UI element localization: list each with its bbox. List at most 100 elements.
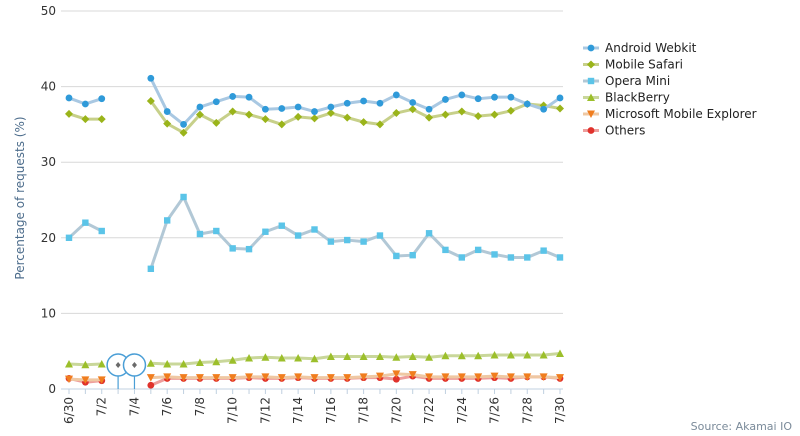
data-point (147, 265, 155, 272)
x-tick-label: 7/20 (389, 397, 403, 424)
legend-item[interactable]: Opera Mini (583, 74, 670, 88)
data-point (180, 193, 187, 201)
x-tick-label: 7/4 (127, 397, 141, 416)
data-point (294, 232, 302, 239)
legend-item[interactable]: Microsoft Mobile Explorer (583, 107, 757, 121)
data-point (65, 94, 73, 102)
data-point (556, 254, 564, 261)
data-point (245, 373, 254, 381)
data-point (147, 74, 155, 82)
data-point (343, 113, 352, 122)
data-point (376, 99, 384, 107)
data-point (81, 376, 90, 384)
data-point (506, 350, 515, 359)
data-point (458, 254, 465, 261)
data-point (408, 352, 417, 360)
data-point (457, 107, 466, 116)
data-point (65, 375, 73, 384)
data-point (359, 373, 368, 381)
data-point (294, 373, 303, 381)
data-point (491, 93, 498, 101)
data-point (195, 374, 204, 382)
data-point (344, 236, 351, 244)
data-point (228, 356, 237, 364)
flag-marker[interactable] (122, 353, 147, 389)
data-point (327, 238, 335, 245)
data-point (245, 245, 253, 253)
data-point (425, 113, 434, 122)
data-point (212, 357, 221, 366)
data-point (294, 354, 303, 362)
legend-item[interactable]: Android Webkit (583, 41, 697, 55)
data-point (540, 247, 547, 254)
data-point (425, 230, 433, 237)
legend-marker (587, 127, 595, 134)
legend-label: Others (605, 124, 645, 138)
data-point (343, 99, 351, 107)
data-point (392, 91, 400, 99)
x-tick-label: 7/2 (95, 397, 109, 416)
series-blackberry (65, 349, 564, 369)
legend-marker (587, 77, 595, 85)
data-point (556, 349, 564, 357)
data-point (180, 121, 187, 128)
data-point (457, 373, 466, 381)
x-tick-label: 7/30 (553, 397, 567, 424)
series-line (149, 100, 561, 135)
data-point (294, 103, 302, 111)
legend-marker (587, 93, 595, 101)
y-tick-label: 30 (41, 155, 56, 169)
series-microsoft-mobile-explorer (65, 370, 564, 384)
data-point (147, 381, 155, 389)
flag-icon (115, 362, 121, 368)
x-tick-label: 7/12 (258, 397, 272, 424)
flag-marker[interactable] (106, 353, 130, 389)
data-point (360, 238, 367, 245)
data-point (392, 370, 401, 378)
data-point (229, 93, 237, 100)
data-point (408, 371, 417, 379)
data-point (474, 112, 483, 121)
data-point (310, 354, 319, 363)
data-point (326, 352, 335, 360)
y-tick-label: 20 (41, 231, 56, 245)
data-point (163, 108, 171, 115)
series-mobile-safari (65, 96, 564, 137)
data-point (523, 100, 531, 108)
data-point (261, 353, 270, 361)
data-point (294, 112, 303, 121)
legend-item[interactable]: BlackBerry (583, 91, 670, 105)
data-point (277, 354, 286, 362)
x-tick-label: 7/22 (422, 397, 436, 424)
data-point (490, 110, 499, 119)
source-credit: Source: Akamai IO (691, 420, 793, 433)
data-point (195, 110, 204, 119)
y-tick-label: 50 (41, 4, 56, 18)
data-point (310, 114, 319, 123)
data-point (393, 252, 400, 260)
data-point (98, 95, 106, 103)
data-point (375, 352, 384, 360)
data-point (392, 375, 400, 383)
data-point (556, 104, 564, 113)
data-point (81, 360, 90, 369)
data-point (212, 374, 221, 382)
data-point (539, 350, 548, 359)
data-point (65, 234, 73, 241)
flag-icon (131, 362, 137, 368)
data-point (458, 91, 466, 99)
legend-item[interactable]: Mobile Safari (583, 58, 683, 72)
data-point (326, 109, 335, 118)
data-point (441, 373, 450, 381)
data-point (163, 360, 172, 368)
legend-item[interactable]: Others (583, 124, 645, 138)
data-point (278, 222, 285, 229)
data-point (277, 120, 286, 129)
data-point (556, 374, 564, 382)
data-point (98, 227, 105, 235)
data-point (507, 93, 515, 101)
x-tick-label: 7/8 (193, 397, 207, 416)
data-point (261, 373, 270, 381)
data-point (474, 95, 482, 103)
